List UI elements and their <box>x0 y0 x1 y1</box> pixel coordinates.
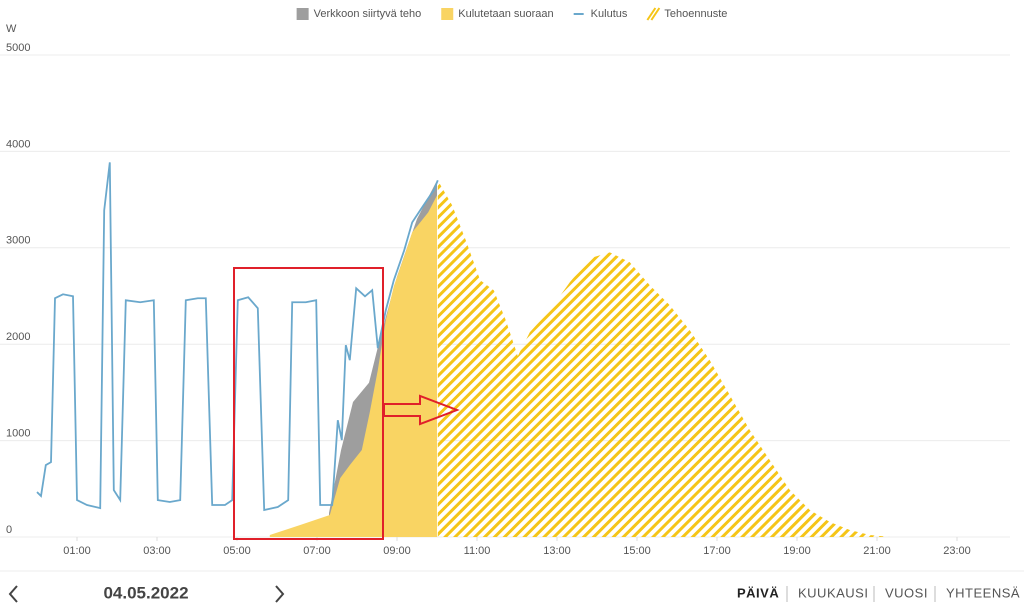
tab[interactable]: KUUKAUSI <box>798 585 868 600</box>
x-tick-label: 07:00 <box>303 545 331 557</box>
x-tick-label: 15:00 <box>623 545 651 557</box>
x-tick-label: 05:00 <box>223 545 251 557</box>
date: 04.05.2022 <box>103 583 188 602</box>
x-tick-label: 09:00 <box>383 545 411 557</box>
x-tick-label: 01:00 <box>63 545 91 557</box>
legend-label: Tehoennuste <box>664 8 727 20</box>
x-tick-label: 23:00 <box>943 545 971 557</box>
legend-item: Tehoennuste <box>646 7 727 21</box>
area <box>437 180 890 537</box>
legend: Verkkoon siirtyvä teho Kulutetaan suoraan… <box>296 7 727 21</box>
x-tick-label: 03:00 <box>143 545 171 557</box>
y-tick-label: 4000 <box>6 138 30 150</box>
x-tick-label: 17:00 <box>703 545 731 557</box>
legend-label: Kulutus <box>591 8 628 20</box>
x-tick-label: 21:00 <box>863 545 891 557</box>
legend-item: Kulutus <box>573 8 628 20</box>
tab[interactable]: YHTEENSÄ <box>946 585 1020 600</box>
plot: 0 1000 2000 3000 4000 5000 01:00 03:00 05:00 07:0… <box>0 42 1010 557</box>
legend-item: Kulutetaan suoraan <box>441 8 554 20</box>
y-tick-label: 1000 <box>6 428 30 440</box>
next-button[interactable] <box>275 585 285 603</box>
tab[interactable]: VUOSI <box>885 585 928 600</box>
x-tick-label: 13:00 <box>543 545 571 557</box>
legend-swatch <box>646 7 661 21</box>
x-tick-label: 19:00 <box>783 545 811 557</box>
legend-swatch <box>441 8 454 20</box>
prev-button[interactable] <box>8 585 18 603</box>
x-tick-label: 11:00 <box>464 545 491 557</box>
y-tick-label: 0 <box>6 524 12 536</box>
legend-label: Verkkoon siirtyvä teho <box>314 8 422 20</box>
y-axis-label: W <box>6 23 17 35</box>
line <box>36 162 439 512</box>
y-tick-label: 2000 <box>6 331 30 343</box>
legend-swatch <box>296 8 309 20</box>
tab[interactable]: PÄIVÄ <box>737 585 779 600</box>
arrow <box>383 394 460 426</box>
legend-label: Kulutetaan suoraan <box>458 8 553 20</box>
area <box>269 195 437 537</box>
legend-item: Verkkoon siirtyvä teho <box>296 8 422 20</box>
y-tick-label: 3000 <box>6 235 30 247</box>
y-tick-label: 5000 <box>6 42 30 54</box>
